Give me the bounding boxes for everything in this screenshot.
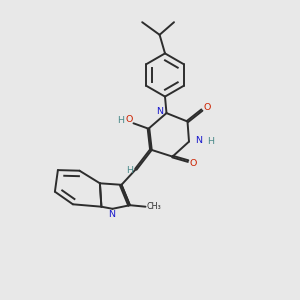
Text: O: O (189, 159, 197, 168)
Text: O: O (125, 115, 132, 124)
Text: N: N (156, 107, 164, 116)
Text: H: H (126, 166, 133, 175)
Text: CH₃: CH₃ (146, 202, 161, 211)
Text: H: H (207, 136, 214, 146)
Text: N: N (196, 136, 202, 145)
Text: O: O (203, 103, 210, 112)
Text: H: H (117, 116, 124, 125)
Text: N: N (108, 210, 115, 219)
